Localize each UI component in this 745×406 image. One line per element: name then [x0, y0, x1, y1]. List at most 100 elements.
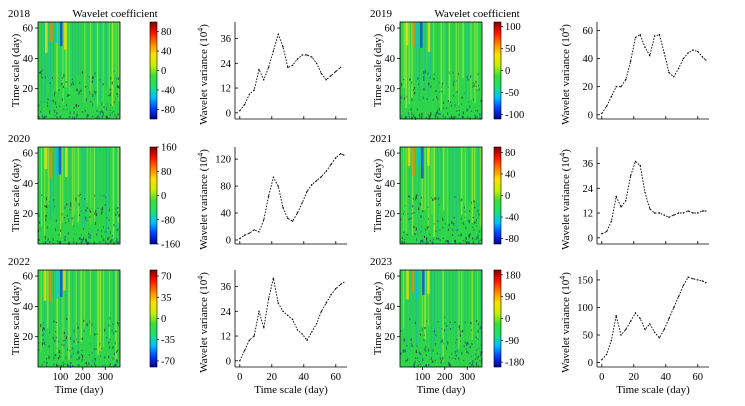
- noise-mark: [90, 210, 92, 213]
- noise-mark: [114, 113, 116, 117]
- stripe: [117, 147, 120, 223]
- noise-mark: [407, 112, 409, 116]
- stripe: [421, 147, 423, 211]
- variance-point: [605, 353, 608, 355]
- stripe: [99, 22, 101, 102]
- noise-mark: [441, 328, 443, 330]
- noise-mark: [400, 117, 402, 119]
- noise-mark: [72, 365, 74, 367]
- noise-mark: [114, 207, 116, 210]
- y-tick-label: 12: [221, 84, 232, 95]
- coefficient-blob: [427, 22, 431, 52]
- noise-mark: [405, 359, 407, 363]
- noise-mark: [44, 235, 46, 238]
- noise-mark: [78, 90, 80, 92]
- noise-mark: [430, 197, 432, 199]
- noise-mark: [55, 101, 57, 105]
- stripe: [77, 270, 80, 355]
- noise-mark: [95, 210, 97, 213]
- noise-mark: [447, 100, 449, 103]
- stripe: [86, 147, 88, 204]
- noise-mark: [458, 109, 460, 112]
- noise-mark: [462, 222, 464, 224]
- noise-mark: [479, 113, 481, 116]
- noise-mark: [438, 81, 440, 84]
- noise-mark: [411, 344, 413, 347]
- noise-mark: [90, 93, 92, 95]
- variance-point: [253, 335, 255, 337]
- stripe: [408, 22, 410, 105]
- noise-mark: [415, 350, 417, 354]
- noise-mark: [85, 240, 87, 244]
- stripe: [109, 270, 111, 339]
- stripe: [102, 22, 104, 112]
- noise-mark: [460, 199, 462, 202]
- colorbar-tick-label: 180: [505, 270, 521, 281]
- variance-point: [639, 317, 641, 320]
- y-tick-label: 36: [221, 282, 232, 293]
- noise-mark: [101, 115, 103, 118]
- noise-mark: [436, 112, 438, 114]
- noise-mark: [76, 88, 78, 92]
- noise-mark: [442, 356, 444, 360]
- noise-mark: [458, 357, 460, 360]
- stripe: [417, 270, 419, 362]
- colorbar-tick-label: 40: [161, 47, 172, 58]
- stripe: [430, 22, 432, 79]
- stripe: [115, 22, 117, 76]
- noise-mark: [91, 364, 93, 367]
- noise-mark: [38, 214, 40, 218]
- noise-mark: [76, 338, 78, 340]
- variance-point: [625, 328, 627, 331]
- noise-mark: [432, 238, 434, 241]
- variance-point: [705, 282, 707, 284]
- noise-mark: [441, 82, 443, 85]
- variance-point: [320, 310, 323, 312]
- noise-mark: [416, 238, 418, 242]
- noise-mark: [439, 91, 441, 93]
- variance-point: [239, 360, 241, 362]
- noise-mark: [477, 209, 479, 213]
- colorbar-tick-label: -80: [505, 234, 519, 245]
- noise-mark: [88, 354, 90, 356]
- stripe: [41, 147, 42, 226]
- noise-mark: [427, 241, 429, 243]
- noise-mark: [104, 204, 106, 206]
- colorbar-2019: 100 50 0 -50 -100 Wavelet coefficient: [434, 8, 524, 121]
- noise-mark: [414, 87, 416, 89]
- noise-mark: [455, 116, 457, 118]
- y-tick-label: 0: [226, 108, 231, 119]
- noise-mark: [477, 338, 479, 341]
- noise-mark: [80, 89, 82, 92]
- noise-mark: [46, 365, 48, 367]
- colorbar-strip: [493, 269, 502, 368]
- noise-mark: [87, 241, 89, 245]
- variance-point: [697, 212, 699, 214]
- noise-mark: [411, 112, 413, 116]
- noise-mark: [102, 110, 104, 113]
- noise-mark: [437, 109, 439, 113]
- noise-mark: [434, 114, 436, 118]
- scalogram-frame: [399, 146, 483, 245]
- noise-mark: [446, 240, 448, 243]
- variance-point: [692, 49, 694, 51]
- stripe: [84, 22, 86, 103]
- variance-point: [339, 283, 342, 286]
- noise-mark: [64, 339, 66, 341]
- noise-mark: [425, 354, 427, 356]
- y-tick-label: 0: [588, 110, 593, 121]
- noise-mark: [472, 84, 474, 88]
- noise-mark: [52, 336, 54, 340]
- noise-mark: [450, 104, 452, 107]
- noise-mark: [456, 229, 458, 232]
- noise-mark: [463, 345, 465, 348]
- x-tick-label: 20: [267, 372, 278, 383]
- noise-mark: [420, 363, 422, 365]
- noise-mark: [462, 115, 464, 119]
- variance-point: [605, 230, 608, 233]
- noise-mark: [99, 79, 101, 81]
- noise-mark: [70, 362, 72, 365]
- noise-mark: [465, 236, 467, 240]
- noise-mark: [70, 337, 72, 340]
- noise-mark: [454, 239, 456, 243]
